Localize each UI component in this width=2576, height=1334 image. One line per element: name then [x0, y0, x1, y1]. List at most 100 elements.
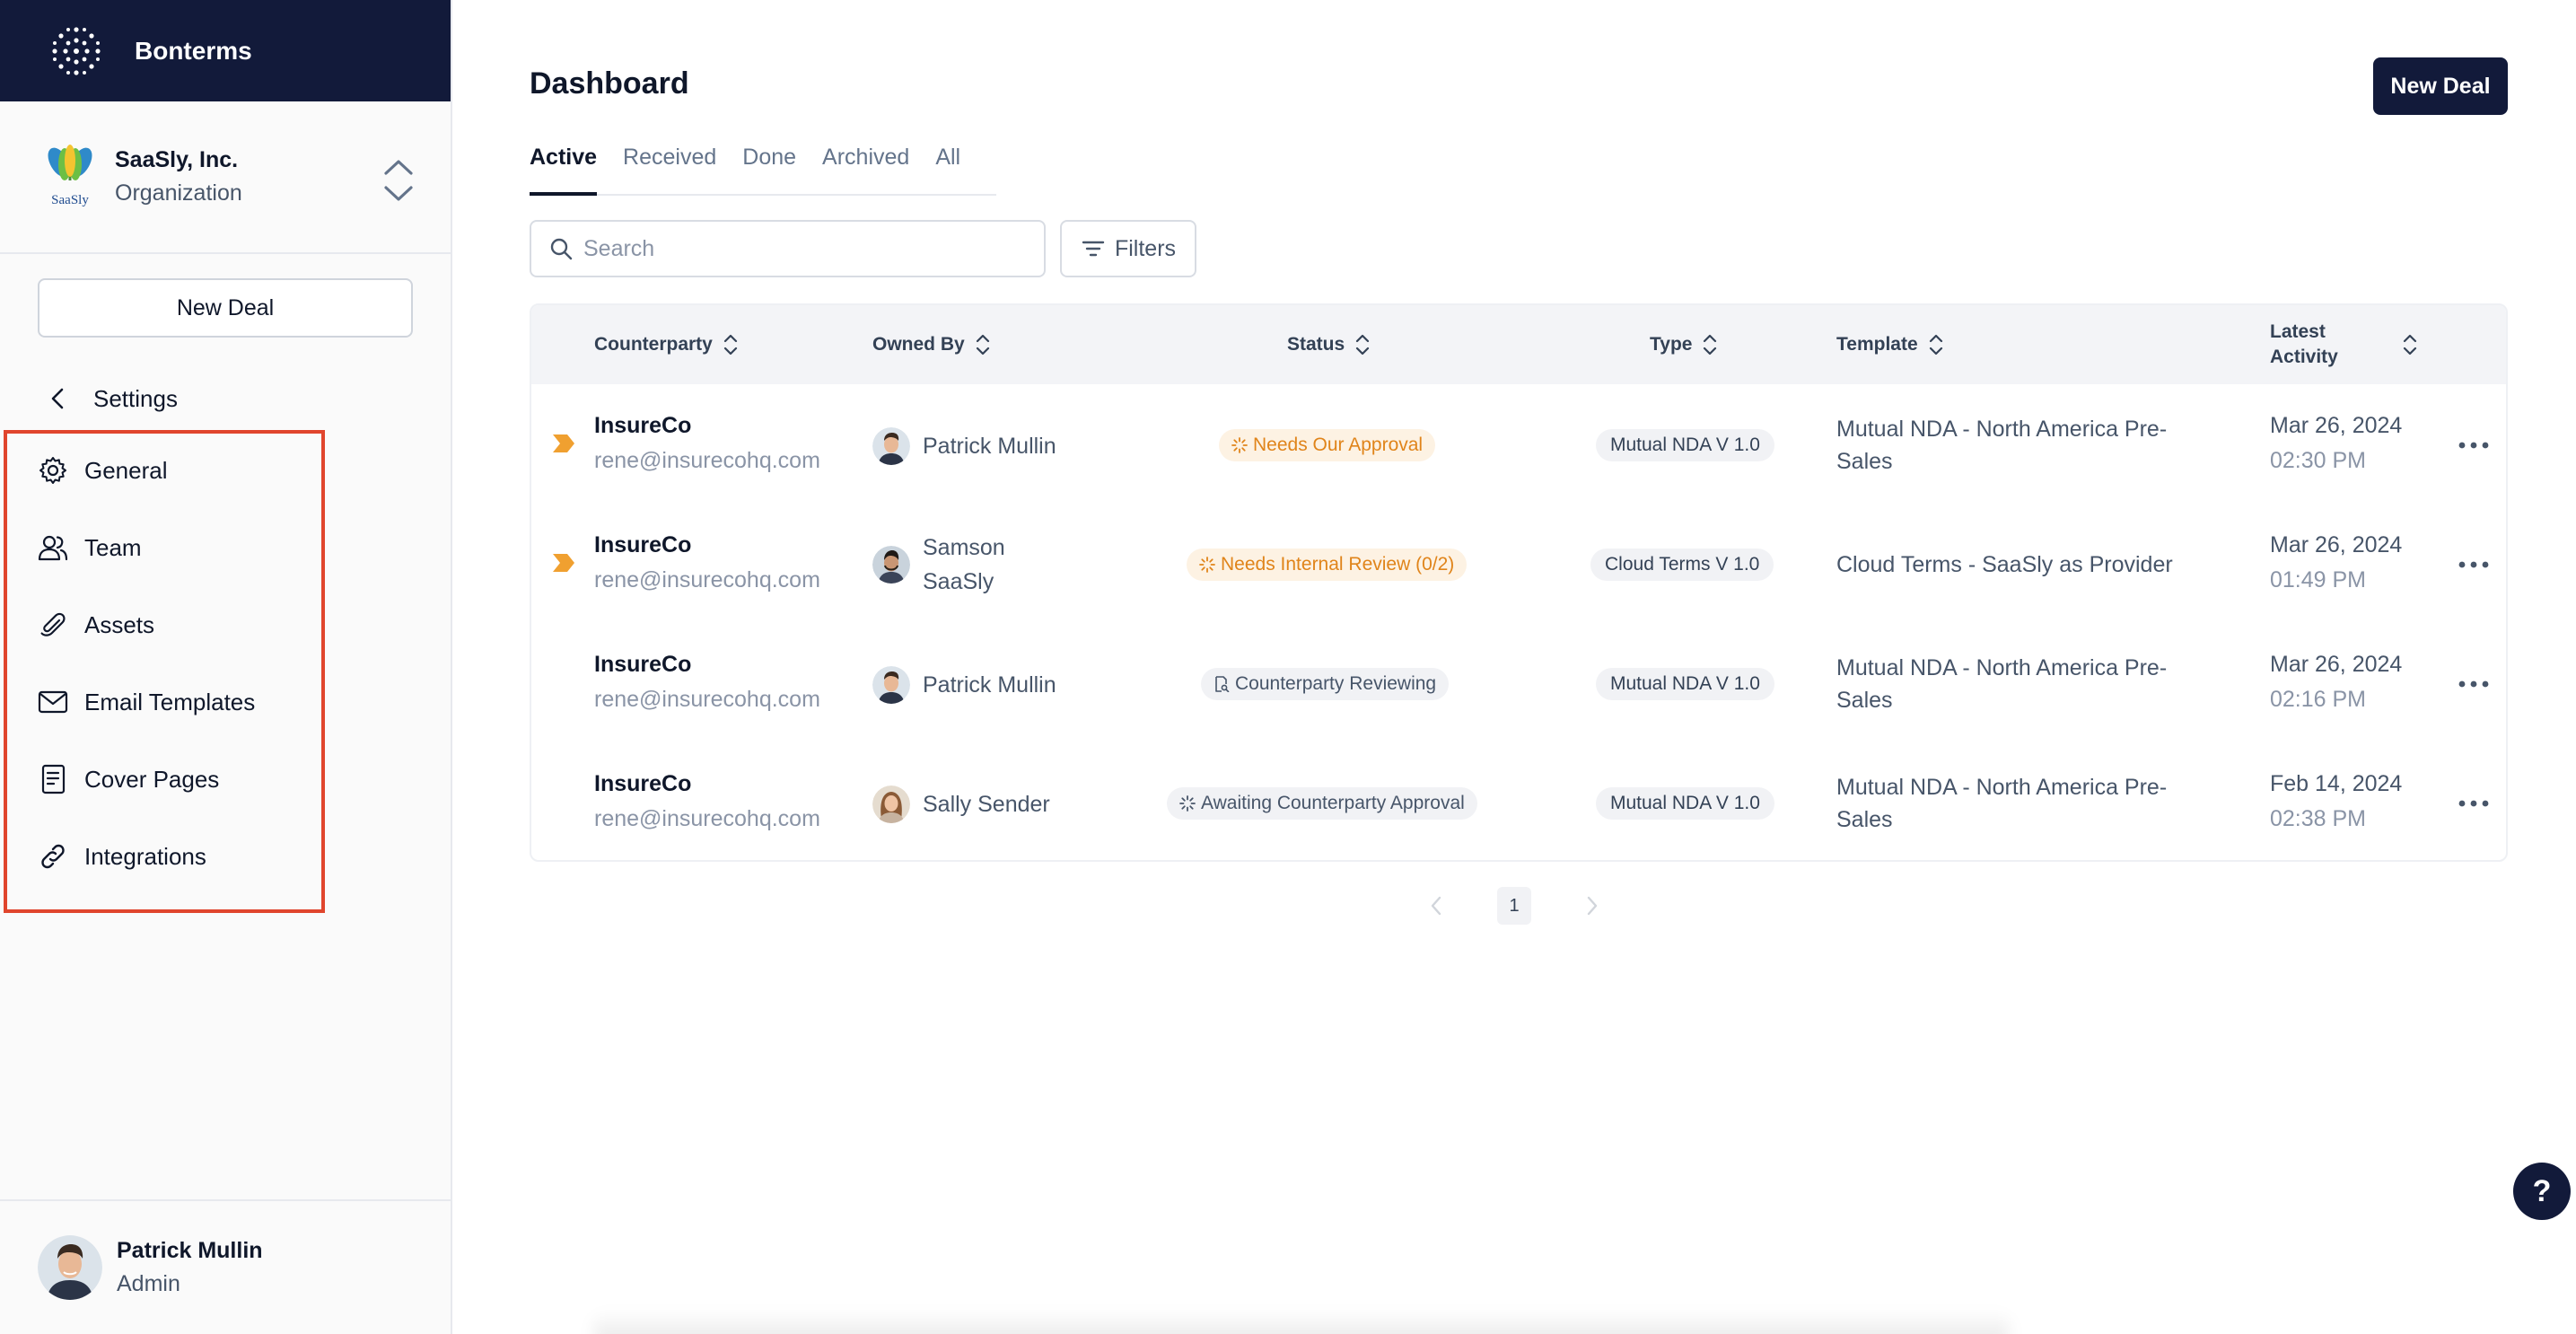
- column-label: Owned By: [872, 334, 965, 355]
- column-header-template[interactable]: Template: [1836, 305, 1945, 384]
- deals-table: Counterparty Owned By Status Type Templa…: [530, 303, 2508, 862]
- user-name: Patrick Mullin: [117, 1238, 263, 1263]
- status-text: Needs Our Approval: [1253, 434, 1424, 455]
- spinner-icon: [1231, 437, 1248, 453]
- counterparty-cell: InsureCo rene@insurecohq.com: [594, 532, 820, 593]
- type-cell: Mutual NDA V 1.0: [1596, 429, 1774, 461]
- more-options-icon[interactable]: [2456, 440, 2492, 451]
- owner-name: Sally Sender: [923, 791, 1050, 817]
- more-options-icon[interactable]: [2456, 559, 2492, 570]
- table-row[interactable]: InsureCo rene@insurecohq.com Patrick Mul…: [531, 625, 2506, 744]
- status-badge: Needs Our Approval: [1219, 429, 1436, 461]
- template-name[interactable]: Mutual NDA - North America Pre-Sales: [1836, 775, 2168, 832]
- status-text: Needs Internal Review (0/2): [1221, 554, 1455, 575]
- search-box[interactable]: [530, 220, 1046, 277]
- new-deal-button[interactable]: New Deal: [2373, 57, 2508, 115]
- type-cell: Cloud Terms V 1.0: [1590, 549, 1774, 581]
- activity-time: 02:38 PM: [2270, 806, 2367, 831]
- document-search-icon: [1215, 676, 1230, 692]
- link-icon: [41, 844, 65, 869]
- activity-cell: Mar 26, 2024 02:16 PM: [2270, 652, 2402, 713]
- tab-all[interactable]: All: [935, 145, 961, 170]
- sidebar-item-label: Cover Pages: [84, 765, 220, 793]
- template-name[interactable]: Mutual NDA - North America Pre-Sales: [1836, 417, 2168, 474]
- column-header-latest-activity[interactable]: Latest Activity: [2270, 305, 2419, 384]
- filters-label: Filters: [1114, 235, 1177, 261]
- sort-icon: [976, 334, 989, 355]
- help-button[interactable]: ?: [2513, 1163, 2571, 1220]
- column-header-type[interactable]: Type: [1650, 305, 1719, 384]
- sidebar-item-team[interactable]: Team: [38, 528, 142, 567]
- avatar: [872, 666, 910, 704]
- owner-cell: Samson SaaSly: [872, 531, 1034, 599]
- sidebar-item-integrations[interactable]: Integrations: [38, 837, 206, 876]
- type-cell: Mutual NDA V 1.0: [1596, 668, 1774, 700]
- column-label: Status: [1287, 334, 1345, 355]
- table-row[interactable]: InsureCo rene@insurecohq.com Samson SaaS…: [531, 505, 2506, 625]
- bottom-shadow: [592, 1311, 2011, 1334]
- activity-date: Feb 14, 2024: [2270, 771, 2403, 796]
- sidebar-item-email-templates[interactable]: Email Templates: [38, 682, 255, 722]
- tab-active[interactable]: Active: [530, 140, 598, 196]
- status-cell: Counterparty Reviewing: [1201, 668, 1450, 700]
- table-header: Counterparty Owned By Status Type Templa…: [531, 305, 2506, 384]
- document-icon: [41, 764, 66, 794]
- settings-back-link[interactable]: Settings: [47, 379, 178, 418]
- pagination: 1: [1427, 887, 1601, 925]
- activity-time: 01:49 PM: [2270, 567, 2367, 592]
- user-profile[interactable]: Patrick Mullin Admin: [0, 1199, 452, 1334]
- status-text: Awaiting Counterparty Approval: [1201, 793, 1465, 813]
- organization-name: SaaSly, Inc.: [115, 147, 239, 172]
- settings-nav-highlight: [4, 430, 325, 913]
- table-row[interactable]: InsureCo rene@insurecohq.com Sally Sende…: [531, 744, 2506, 860]
- activity-time: 02:30 PM: [2270, 448, 2367, 473]
- column-label: Counterparty: [594, 334, 713, 355]
- tab-done[interactable]: Done: [742, 145, 797, 170]
- sidebar-item-general[interactable]: General: [38, 451, 168, 490]
- counterparty-name: InsureCo: [594, 532, 692, 557]
- paperclip-icon: [40, 612, 66, 636]
- counterparty-email: rene@insurecohq.com: [594, 567, 820, 592]
- mail-icon: [38, 690, 68, 714]
- chevron-left-icon: [51, 388, 64, 409]
- org-logo-text: SaaSly: [51, 193, 89, 207]
- settings-label: Settings: [93, 384, 178, 412]
- organization-switcher[interactable]: SaaSly SaaSly, Inc. Organization: [0, 101, 451, 254]
- template-name[interactable]: Cloud Terms - SaaSly as Provider: [1836, 552, 2173, 577]
- sidebar-item-cover-pages[interactable]: Cover Pages: [38, 759, 219, 799]
- sidebar-item-label: Team: [84, 533, 142, 561]
- spinner-icon: [1199, 557, 1215, 573]
- more-options-icon[interactable]: [2456, 798, 2492, 809]
- chevron-up-down-icon[interactable]: [382, 157, 415, 204]
- next-page-icon[interactable]: [1583, 892, 1601, 919]
- search-input[interactable]: [583, 235, 1014, 262]
- sort-icon: [2403, 334, 2417, 355]
- filters-button[interactable]: Filters: [1060, 220, 1196, 277]
- tab-archived[interactable]: Archived: [822, 145, 910, 170]
- column-header-status[interactable]: Status: [1287, 305, 1371, 384]
- page-number-button[interactable]: 1: [1497, 887, 1531, 925]
- previous-page-icon[interactable]: [1427, 892, 1445, 919]
- gear-icon: [39, 457, 66, 484]
- sidebar-item-label: General: [84, 456, 168, 484]
- sidebar-new-deal-button[interactable]: New Deal: [38, 278, 413, 338]
- sidebar-item-assets[interactable]: Assets: [38, 605, 154, 645]
- sort-icon: [1929, 334, 1942, 355]
- template-name[interactable]: Mutual NDA - North America Pre-Sales: [1836, 655, 2168, 713]
- more-options-icon[interactable]: [2456, 679, 2492, 689]
- counterparty-cell: InsureCo rene@insurecohq.com: [594, 652, 820, 713]
- sort-icon: [723, 334, 737, 355]
- priority-flag-icon: [553, 434, 574, 452]
- column-header-counterparty[interactable]: Counterparty: [594, 305, 740, 384]
- activity-date: Mar 26, 2024: [2270, 532, 2403, 557]
- status-cell: Awaiting Counterparty Approval: [1167, 787, 1477, 820]
- column-label: Type: [1650, 334, 1693, 355]
- tab-received[interactable]: Received: [623, 145, 717, 170]
- counterparty-email: rene@insurecohq.com: [594, 448, 820, 473]
- table-row[interactable]: InsureCo rene@insurecohq.com Patrick Mul…: [531, 386, 2506, 505]
- counterparty-cell: InsureCo rene@insurecohq.com: [594, 771, 820, 832]
- column-header-owned-by[interactable]: Owned By: [872, 305, 992, 384]
- type-badge: Mutual NDA V 1.0: [1596, 787, 1774, 820]
- owner-cell: Patrick Mullin: [872, 666, 1056, 704]
- sidebar: Bonterms SaaSly SaaSly, Inc. Organizatio…: [0, 0, 452, 1334]
